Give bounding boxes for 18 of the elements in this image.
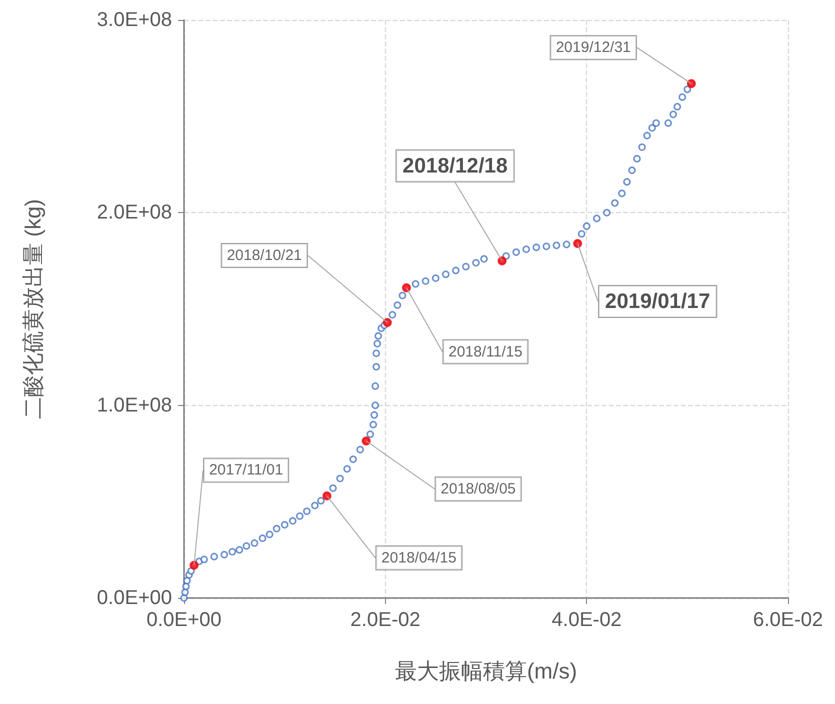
- annotation: 2018/10/21: [226, 246, 302, 264]
- annotation: 2018/12/18: [402, 154, 508, 178]
- x-tick-label: 2.0E-02: [350, 609, 420, 631]
- y-tick-label: 2.0E+08: [96, 202, 172, 224]
- y-axis-title: 二酸化硫黄放出量 (kg): [20, 199, 46, 419]
- y-tick-label: 3.0E+08: [96, 9, 172, 31]
- x-tick-label: 4.0E-02: [552, 609, 622, 631]
- y-tick-label: 0.0E+00: [96, 587, 172, 609]
- annotation: 2018/11/15: [448, 343, 522, 360]
- annotation: 2019/12/31: [556, 39, 631, 56]
- x-tick-label: 0.0E+00: [146, 609, 222, 631]
- annotation: 2017/11/01: [209, 462, 284, 479]
- x-tick-label: 6.0E-02: [752, 609, 824, 631]
- annotation: 2018/08/05: [440, 480, 516, 498]
- annotation: 2019/01/17: [605, 290, 710, 313]
- y-tick-label: 1.0E+08: [96, 394, 172, 416]
- x-axis-title: 最大振幅積算(m/s): [394, 658, 578, 684]
- annotation: 2018/04/15: [381, 549, 456, 566]
